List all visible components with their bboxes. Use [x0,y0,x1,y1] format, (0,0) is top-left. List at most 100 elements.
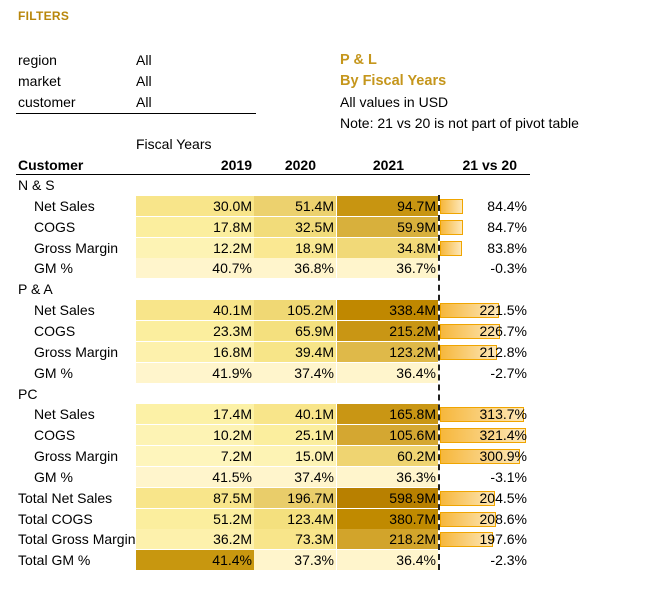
value-cell: 12.2M [136,237,254,258]
col-header-21-vs-20: 21 vs 20 [462,157,518,173]
value-cell: 10.2M [136,425,254,446]
value-cell: 18.9M [254,237,336,258]
row-label: GM % [34,468,73,485]
growth-pct-cell: 221.5% [479,302,527,319]
fiscal-years-header: Fiscal Years [136,136,212,152]
row-label: Net Sales [34,406,95,423]
value-cell: 105.6M [337,425,438,446]
growth-pct-cell: -3.1% [490,468,527,485]
growth-pct-cell: 84.7% [487,218,527,235]
row-label: Gross Margin [34,239,119,256]
row-label: Total Net Sales [18,489,113,506]
value-cell: 41.4% [136,550,254,571]
row-label: Total GM % [18,552,91,569]
growth-pct-cell: 84.4% [487,197,527,214]
value-cell: 59.9M [337,216,438,237]
filter-label-market: market [18,73,61,89]
comparison-note: Note: 21 vs 20 is not part of pivot tabl… [340,115,579,131]
value-cell: 37.4% [254,466,336,487]
row-label: Net Sales [34,197,95,214]
growth-pct-cell: 300.9% [479,448,527,465]
value-cell: 73.3M [254,529,336,550]
growth-data-bar [440,323,500,339]
growth-data-bar [440,490,495,506]
growth-data-bar [440,407,524,423]
col-header-2019: 2019 [220,157,252,173]
value-cell: 36.7% [337,258,438,279]
filters-title: FILTERS [18,9,70,23]
value-cell: 60.2M [337,446,438,467]
growth-pct-cell: 204.5% [479,489,527,506]
value-cell: 34.8M [337,237,438,258]
value-cell: 41.9% [136,362,254,383]
growth-data-bar [440,240,462,256]
value-cell: 37.3% [254,550,336,571]
report-title: P & L [340,52,377,68]
value-cell: 218.2M [337,529,438,550]
value-cell: 17.4M [136,404,254,425]
value-cell: 7.2M [136,446,254,467]
row-label: GM % [34,260,73,277]
value-cell: 215.2M [337,320,438,341]
col-header-2020: 2020 [284,157,316,173]
value-cell: 598.9M [337,487,438,508]
value-cell: 51.2M [136,508,254,529]
row-group-label[interactable]: P & A [18,281,53,298]
value-cell: 17.8M [136,216,254,237]
growth-pct-cell: 83.8% [487,239,527,256]
row-label: Total COGS [18,510,93,527]
growth-pct-cell: -2.3% [490,552,527,569]
growth-pct-cell: 212.8% [479,343,527,360]
value-cell: 15.0M [254,446,336,467]
value-cell: 338.4M [337,300,438,321]
growth-pct-cell: 321.4% [479,427,527,444]
filter-value-region[interactable]: All [136,52,152,68]
row-label: Gross Margin [34,343,119,360]
growth-data-bar [440,344,497,360]
row-label: Total Gross Margin [18,531,135,548]
value-cell: 25.1M [254,425,336,446]
growth-data-bar [440,449,520,465]
growth-pct-cell: -2.7% [490,364,527,381]
growth-data-bar [440,303,499,319]
value-cell: 105.2M [254,300,336,321]
dashed-column-divider [438,195,440,570]
filter-label-customer: customer [18,94,76,110]
growth-data-bar [440,198,463,214]
value-cell: 380.7M [337,508,438,529]
value-cell: 23.3M [136,320,254,341]
value-cell: 65.9M [254,320,336,341]
value-cell: 32.5M [254,216,336,237]
value-cell: 39.4M [254,341,336,362]
value-cell: 36.8% [254,258,336,279]
value-cell: 41.5% [136,466,254,487]
value-cell: 51.4M [254,195,336,216]
value-cell: 37.4% [254,362,336,383]
growth-data-bar [440,428,526,444]
row-label: COGS [34,322,76,339]
value-cell: 87.5M [136,487,254,508]
growth-data-bar [440,219,463,235]
col-header-customer: Customer [18,157,84,173]
header-divider [16,174,530,175]
growth-pct-cell: 313.7% [479,406,527,423]
row-label: Gross Margin [34,448,119,465]
value-cell: 30.0M [136,195,254,216]
filter-label-region: region [18,52,57,68]
row-label: Net Sales [34,302,95,319]
value-cell: 94.7M [337,195,438,216]
growth-data-bar [440,532,493,548]
value-cell: 40.1M [136,300,254,321]
growth-pct-cell: -0.3% [490,260,527,277]
value-cell: 40.7% [136,258,254,279]
row-group-label[interactable]: N & S [18,177,55,193]
filter-value-customer[interactable]: All [136,94,152,110]
growth-pct-cell: 226.7% [479,322,527,339]
report-subtitle: By Fiscal Years [340,73,447,89]
filter-value-market[interactable]: All [136,73,152,89]
value-cell: 36.4% [337,550,438,571]
value-cell: 36.2M [136,529,254,550]
row-label: GM % [34,364,73,381]
row-group-label[interactable]: PC [18,385,38,402]
growth-pct-cell: 197.6% [479,531,527,548]
